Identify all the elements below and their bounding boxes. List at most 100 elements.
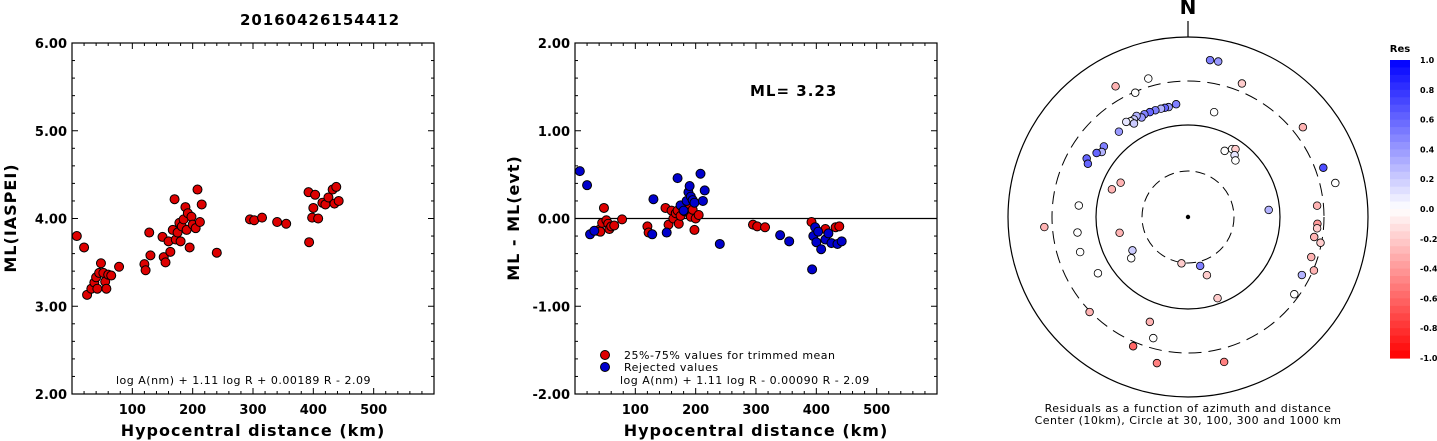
colorbar-cell xyxy=(1390,127,1410,136)
data-point xyxy=(617,214,628,225)
data-point xyxy=(678,205,689,216)
station-marker xyxy=(1073,228,1082,237)
colorbar-cell xyxy=(1390,104,1410,113)
colorbar-labels: 1.0 0.8 0.6 0.4 0.2 0.0 -0.2 -0.4 -0.6 -0.8 -1.0 xyxy=(1420,56,1437,363)
colorbar-cell xyxy=(1390,201,1410,210)
data-point xyxy=(598,202,609,213)
y-tick-label: 2.00 xyxy=(35,388,67,403)
ring-100km xyxy=(1095,124,1281,310)
data-point xyxy=(784,236,795,247)
legend-label-rejected: Rejected values xyxy=(624,361,719,374)
azimuth-residual-map: N Residuals as a function of azimuth and… xyxy=(1007,0,1369,427)
data-point xyxy=(331,181,342,192)
residual-x-ticks: 100 200 300 400 500 xyxy=(586,43,926,418)
data-point xyxy=(714,238,725,249)
colorbar-cell xyxy=(1390,343,1410,352)
colorbar-label: 1.0 xyxy=(1420,56,1435,65)
colorbar-cell xyxy=(1390,313,1410,322)
residual-y-axis-label: ML - ML(evt) xyxy=(504,155,523,281)
x-tick-label: 100 xyxy=(119,403,146,418)
data-point xyxy=(281,218,292,229)
colorbar-cell xyxy=(1390,112,1410,121)
legend-marker-rejected xyxy=(600,362,610,372)
colorbar-cell xyxy=(1390,290,1410,299)
colorbar-cell xyxy=(1390,89,1410,98)
north-label: N xyxy=(1180,0,1197,19)
data-point xyxy=(304,237,315,248)
colorbar-cell xyxy=(1390,119,1410,128)
station-marker xyxy=(1237,79,1247,88)
residual-vs-distance-plot: 100 200 300 400 500 -2.00 -1.00 0.00 1.00 2.00 M… xyxy=(504,37,938,440)
colorbar-cell xyxy=(1390,97,1410,106)
colorbar-cell xyxy=(1390,283,1410,292)
legend-marker-trimmed xyxy=(600,350,610,360)
y-tick-label: 0.00 xyxy=(538,213,570,228)
data-point xyxy=(574,166,585,177)
colorbar-cell xyxy=(1390,149,1410,158)
data-point xyxy=(323,192,334,203)
data-point xyxy=(689,197,700,208)
ml-x-axis-label: Hypocentral distance (km) xyxy=(121,421,386,440)
ml-y-ticks: 2.00 3.00 4.00 5.00 6.00 xyxy=(35,37,434,403)
data-point xyxy=(79,242,90,253)
ml-formula-annotation: log A(nm) + 1.11 log R + 0.00189 R - 2.0… xyxy=(116,374,371,387)
station-marker xyxy=(1115,228,1124,237)
colorbar-label: 0.0 xyxy=(1420,205,1435,214)
colorbar-cell xyxy=(1390,231,1410,240)
station-marker xyxy=(1298,123,1308,132)
colorbar-cell xyxy=(1390,276,1410,285)
legend-label-trimmed: 25%-75% values for trimmed mean xyxy=(624,349,836,362)
station-marker xyxy=(1309,266,1319,275)
ml-vs-distance-plot: 100 200 300 400 500 2.00 3.00 4.00 5.00 6.00 log… xyxy=(1,37,435,440)
ring-30km xyxy=(1141,170,1235,264)
station-marker xyxy=(1312,201,1322,210)
station-marker xyxy=(1152,358,1162,368)
station-marker xyxy=(1111,82,1120,91)
colorbar-title: Res xyxy=(1390,44,1410,55)
x-tick-label: 300 xyxy=(239,403,266,418)
y-tick-label: -1.00 xyxy=(533,300,570,315)
station-marker xyxy=(1202,271,1212,280)
legend: 25%-75% values for trimmed mean Rejected… xyxy=(600,349,836,374)
colorbar-cell xyxy=(1390,320,1410,329)
data-point xyxy=(647,229,658,240)
data-point xyxy=(775,230,786,241)
station-marker xyxy=(1075,247,1085,257)
colorbar-cell xyxy=(1390,134,1410,143)
station-marker xyxy=(1195,261,1205,271)
station-marker xyxy=(1074,201,1084,210)
residual-x-axis-label: Hypocentral distance (km) xyxy=(624,421,889,440)
data-point xyxy=(695,168,706,179)
station-marker xyxy=(1316,238,1325,247)
ring-1000km xyxy=(1007,36,1369,398)
data-point xyxy=(308,202,319,213)
data-point xyxy=(101,283,112,294)
colorbar-cell xyxy=(1390,156,1410,165)
x-tick-label: 500 xyxy=(863,403,890,418)
y-tick-label: 2.00 xyxy=(538,37,570,52)
station-marker xyxy=(1093,269,1103,278)
colorbar-cell xyxy=(1390,246,1410,255)
data-point xyxy=(648,194,659,205)
figure-title: 20160426154412 xyxy=(240,11,400,29)
station-marker xyxy=(1116,178,1125,187)
colorbar-cell xyxy=(1390,350,1410,359)
residual-colorbar: Res 1.0 0.8 0.6 0.4 0.2 0.0 -0.2 -0.4 -0.6 -0.8 -1… xyxy=(1390,44,1437,363)
data-point xyxy=(672,173,683,184)
data-point xyxy=(106,270,117,281)
data-point xyxy=(145,250,156,261)
data-point xyxy=(689,224,700,235)
station-markers xyxy=(1040,55,1340,368)
data-point xyxy=(165,246,176,257)
station-marker xyxy=(1085,307,1094,317)
data-point xyxy=(95,258,106,269)
station-marker xyxy=(1319,163,1328,172)
station-marker xyxy=(1264,205,1273,215)
ml-points xyxy=(71,181,344,300)
station-marker xyxy=(1312,224,1322,233)
data-point xyxy=(834,221,845,232)
colorbar-cell xyxy=(1390,186,1410,195)
station-marker xyxy=(1083,159,1093,168)
station-marker xyxy=(1220,146,1229,156)
station-marker xyxy=(1310,232,1319,242)
